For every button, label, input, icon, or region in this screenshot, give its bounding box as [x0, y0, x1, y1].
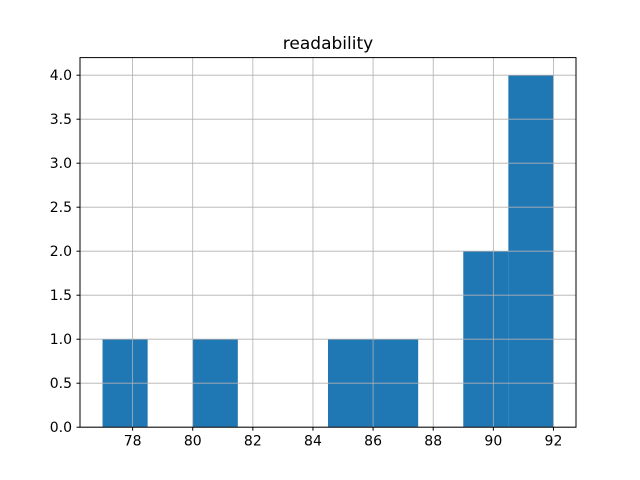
axes-spines — [79, 57, 577, 428]
y-tick-label: 3.0 — [50, 156, 72, 172]
x-tick-label: 78 — [124, 434, 142, 450]
y-tick-label: 0.0 — [50, 420, 72, 436]
y-tick-label: 3.5 — [50, 112, 72, 128]
x-tick-label: 88 — [424, 434, 442, 450]
x-tick-label: 92 — [545, 434, 563, 450]
x-tick-label: 84 — [304, 434, 322, 450]
x-tick-label: 82 — [244, 434, 262, 450]
y-tick-label: 4.0 — [50, 68, 72, 84]
y-tick-label: 1.5 — [50, 288, 72, 304]
chart-title: readability — [282, 34, 374, 54]
y-tick-label: 2.5 — [50, 200, 72, 216]
x-tick-label: 80 — [184, 434, 202, 450]
x-tick-label: 86 — [364, 434, 382, 450]
y-tick-label: 2.0 — [50, 244, 72, 260]
x-tick-label: 90 — [484, 434, 502, 450]
y-tick-label: 1.0 — [50, 332, 72, 348]
y-tick-label: 0.5 — [50, 376, 72, 392]
